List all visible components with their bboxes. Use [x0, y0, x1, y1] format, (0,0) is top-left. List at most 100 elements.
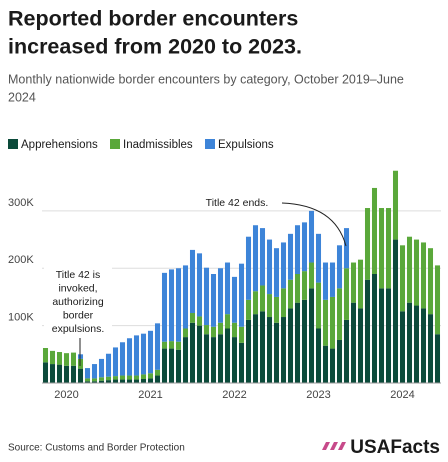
- y-tick-label: 100K: [8, 312, 34, 324]
- bar-segment: [126, 375, 133, 380]
- bar-segment: [252, 314, 259, 383]
- legend-swatch: [110, 139, 120, 149]
- bar-segment: [378, 288, 385, 383]
- chart-title: Reported border encounters: [8, 7, 298, 31]
- bar-segment: [350, 302, 357, 383]
- legend-swatch: [205, 139, 215, 149]
- bar-segment: [308, 288, 315, 383]
- bar-segment: [119, 379, 126, 383]
- bar-segment: [287, 233, 294, 280]
- bar-segment: [266, 294, 273, 318]
- bar-segment: [350, 262, 357, 303]
- bar-segment: [175, 341, 182, 350]
- brand: USAFacts: [350, 437, 440, 458]
- bar-segment: [161, 348, 168, 383]
- bar-segment: [273, 296, 280, 323]
- bar-segment: [84, 381, 91, 383]
- bar-segment: [126, 379, 133, 383]
- bar-segment: [357, 259, 364, 309]
- bar-segment: [168, 348, 175, 383]
- bar-segment: [49, 364, 56, 383]
- bar-segment: [112, 347, 119, 377]
- bar-segment: [294, 274, 301, 303]
- bar-segment: [210, 274, 217, 327]
- bar-segment: [42, 348, 49, 363]
- bar-segment: [105, 353, 112, 377]
- subtitle: 2024: [8, 90, 36, 104]
- bar-segment: [112, 379, 119, 383]
- bar-segment: [427, 314, 434, 383]
- bar-segment: [210, 337, 217, 383]
- bar-segment: [266, 317, 273, 383]
- bar-segment: [392, 239, 399, 383]
- bar-segment: [392, 170, 399, 240]
- bar-segment: [105, 376, 112, 381]
- bar-segment: [259, 311, 266, 383]
- bar-segment: [413, 305, 420, 383]
- bar-segment: [266, 239, 273, 295]
- annotation: expulsions.: [52, 323, 105, 335]
- bar-segment: [231, 276, 238, 323]
- bar-segment: [357, 308, 364, 383]
- bar-segment: [287, 279, 294, 309]
- brand-icon: [322, 442, 346, 450]
- x-tick-label: 2022: [222, 389, 246, 401]
- bar-segment: [252, 291, 259, 315]
- bar-segment: [434, 265, 441, 335]
- bar-segment: [231, 337, 238, 383]
- bar-segment: [252, 225, 259, 292]
- bar-segment: [371, 274, 378, 383]
- bar-segment: [119, 342, 126, 376]
- bar-segment: [420, 242, 427, 309]
- bar-segment: [364, 208, 371, 280]
- bar-segment: [301, 222, 308, 272]
- bar-segment: [154, 369, 161, 376]
- bar-segment: [175, 349, 182, 383]
- bar-segment: [203, 267, 210, 326]
- bar-segment: [140, 378, 147, 383]
- bar-segment: [140, 374, 147, 379]
- bar-segment: [133, 375, 140, 380]
- annotation: border: [63, 309, 94, 321]
- bar-segment: [133, 335, 140, 376]
- annotation: Title 42 is: [56, 269, 101, 281]
- bar-segment: [294, 302, 301, 383]
- bar-segment: [91, 364, 98, 379]
- bar-segment: [231, 322, 238, 338]
- bar-segment: [245, 236, 252, 300]
- bar-segment: [196, 325, 203, 383]
- bar-segment: [245, 299, 252, 320]
- bar-segment: [406, 302, 413, 383]
- bar-segment: [203, 334, 210, 383]
- bar-segment: [336, 245, 343, 289]
- bar-segment: [217, 268, 224, 323]
- bar-segment: [91, 381, 98, 383]
- annotation: authorizing: [52, 296, 104, 308]
- source: Source: Customs and Border Protection: [8, 443, 185, 454]
- x-tick-label: 2024: [390, 389, 414, 401]
- bar-segment: [140, 333, 147, 375]
- bar-segment: [420, 308, 427, 383]
- bar-segment: [112, 376, 119, 380]
- bar-segment: [105, 380, 112, 383]
- bar-segment: [147, 330, 154, 374]
- bar-segment: [238, 326, 245, 343]
- bar-segment: [371, 187, 378, 274]
- bar-segment: [280, 242, 287, 289]
- y-tick-label: 200K: [8, 254, 34, 266]
- x-tick-label: 2021: [138, 389, 162, 401]
- bar-segment: [378, 208, 385, 289]
- bar-segment: [161, 341, 168, 349]
- x-tick-label: 2023: [306, 389, 330, 401]
- bar-segment: [364, 279, 371, 383]
- annotation: Title 42 ends.: [206, 197, 269, 209]
- bar-segment: [238, 263, 245, 327]
- bar-segment: [315, 282, 322, 329]
- bar-segment: [315, 233, 322, 283]
- bar-segment: [147, 378, 154, 383]
- legend-label: Inadmissibles: [123, 139, 193, 151]
- bar-segment: [343, 268, 350, 320]
- bar-segment: [210, 326, 217, 338]
- bar-segment: [385, 288, 392, 383]
- bar-segment: [315, 328, 322, 383]
